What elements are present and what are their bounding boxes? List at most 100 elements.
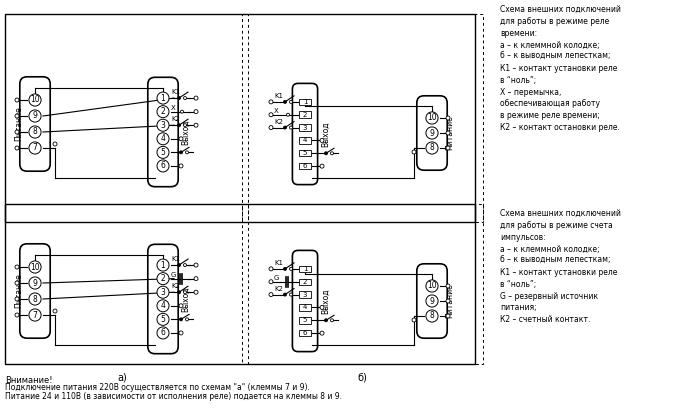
Circle shape: [53, 309, 57, 313]
Bar: [299, 279, 311, 285]
Circle shape: [185, 318, 189, 321]
Text: 6: 6: [303, 330, 307, 336]
Text: Х: Х: [274, 108, 279, 114]
Circle shape: [179, 304, 183, 308]
Circle shape: [289, 101, 292, 103]
Text: 2: 2: [303, 279, 307, 285]
Circle shape: [15, 265, 19, 269]
Circle shape: [15, 130, 19, 134]
Circle shape: [15, 98, 19, 102]
Circle shape: [178, 264, 180, 266]
Circle shape: [269, 280, 273, 284]
Circle shape: [325, 319, 328, 322]
Circle shape: [284, 101, 287, 103]
Circle shape: [29, 261, 41, 273]
Circle shape: [426, 295, 438, 307]
Circle shape: [157, 286, 169, 298]
Bar: [299, 150, 311, 157]
Text: Схема внешних подключений
для работы в режиме счета
импульсов:
а – к клеммной ко: Схема внешних подключений для работы в р…: [500, 209, 621, 324]
Text: Питание: Питание: [446, 284, 455, 318]
Bar: [299, 317, 311, 323]
Text: б): б): [357, 372, 367, 382]
Text: 4: 4: [160, 134, 165, 143]
Circle shape: [179, 331, 183, 335]
Circle shape: [325, 152, 328, 155]
Text: 10: 10: [428, 114, 437, 122]
Circle shape: [183, 291, 187, 294]
Circle shape: [269, 126, 273, 129]
Text: 4: 4: [303, 305, 307, 310]
Bar: [299, 304, 311, 310]
Circle shape: [269, 100, 273, 104]
Bar: [299, 137, 311, 144]
Circle shape: [446, 116, 450, 120]
Text: Питание 24 и 110В (в зависимости от исполнения реле) подается на клеммы 8 и 9.: Питание 24 и 110В (в зависимости от испо…: [5, 392, 342, 401]
Bar: [299, 291, 311, 298]
Text: 9: 9: [33, 279, 37, 287]
Text: 2: 2: [303, 112, 307, 118]
Bar: [5, 14, 242, 222]
Circle shape: [178, 96, 180, 100]
Text: 3: 3: [303, 124, 307, 131]
Circle shape: [157, 273, 169, 285]
Text: а): а): [117, 372, 127, 382]
Circle shape: [446, 299, 450, 303]
Text: 5: 5: [160, 148, 165, 157]
Bar: [5, 14, 475, 222]
Circle shape: [446, 131, 450, 135]
Text: K1: K1: [171, 89, 180, 95]
Text: 2: 2: [160, 107, 165, 116]
FancyBboxPatch shape: [417, 96, 447, 170]
Text: K2: K2: [171, 116, 180, 122]
Circle shape: [157, 300, 169, 312]
Circle shape: [157, 92, 169, 104]
Circle shape: [446, 284, 450, 288]
Circle shape: [29, 293, 41, 305]
Circle shape: [15, 313, 19, 317]
Bar: [299, 124, 311, 131]
FancyBboxPatch shape: [148, 77, 178, 187]
Text: Х: Х: [171, 105, 176, 111]
Text: 8: 8: [430, 143, 434, 153]
Text: Выход: Выход: [182, 119, 190, 145]
Text: 9: 9: [33, 111, 37, 121]
Text: 7: 7: [33, 143, 37, 153]
Circle shape: [183, 264, 187, 266]
Circle shape: [194, 96, 198, 100]
Text: 3: 3: [303, 292, 307, 297]
Circle shape: [180, 110, 183, 113]
Text: 10: 10: [428, 282, 437, 290]
Circle shape: [53, 142, 57, 146]
Text: K1: K1: [171, 256, 180, 262]
Text: Питание: Питание: [446, 116, 455, 150]
Circle shape: [412, 150, 416, 154]
Bar: [248, 14, 483, 222]
Text: 10: 10: [30, 96, 40, 104]
Circle shape: [183, 124, 187, 127]
Circle shape: [284, 293, 287, 296]
Text: 1: 1: [303, 99, 307, 105]
Circle shape: [15, 146, 19, 150]
Text: 6: 6: [160, 328, 165, 337]
Text: G: G: [274, 275, 280, 281]
Circle shape: [412, 318, 416, 322]
FancyBboxPatch shape: [20, 77, 50, 171]
Circle shape: [330, 319, 334, 322]
Circle shape: [194, 290, 198, 294]
Circle shape: [320, 164, 324, 168]
Circle shape: [284, 267, 287, 270]
Bar: [299, 111, 311, 118]
Circle shape: [289, 267, 292, 270]
Circle shape: [426, 112, 438, 124]
Circle shape: [269, 113, 273, 117]
Text: 4: 4: [303, 137, 307, 143]
Text: 3: 3: [160, 121, 165, 130]
FancyBboxPatch shape: [292, 83, 318, 185]
Circle shape: [29, 126, 41, 138]
Text: Внимание!: Внимание!: [5, 376, 53, 385]
Text: K1: K1: [274, 260, 283, 266]
Circle shape: [157, 119, 169, 131]
Bar: [5, 204, 475, 364]
Circle shape: [29, 94, 41, 106]
Circle shape: [157, 106, 169, 118]
